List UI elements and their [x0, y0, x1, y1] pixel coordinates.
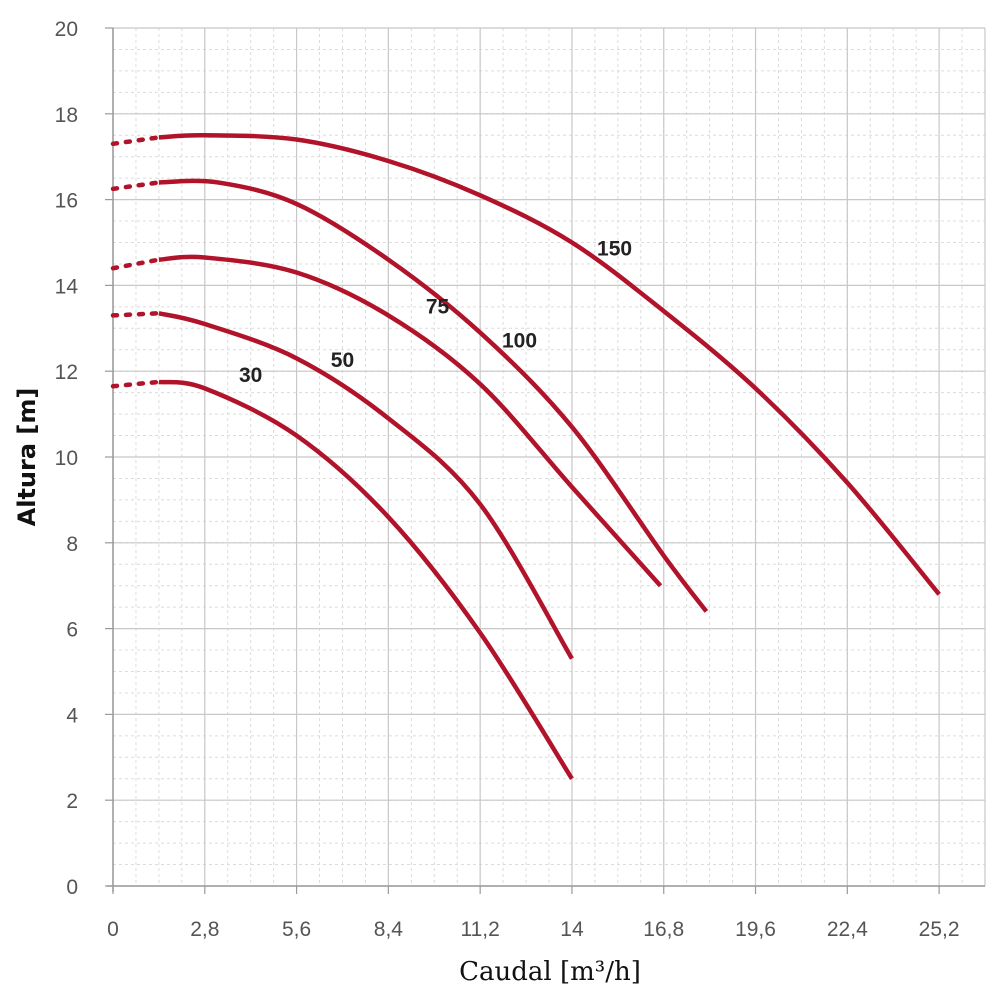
series-labels: 30 50 75 100 150 [239, 237, 632, 387]
y-tick-label: 8 [66, 533, 78, 556]
y-tick-label: 10 [55, 447, 78, 470]
axes [105, 27, 985, 894]
x-tick-label: 5,6 [282, 918, 311, 941]
x-axis-title: Caudal [m³/h] [459, 957, 641, 987]
x-tick-label: 19,6 [735, 918, 776, 941]
y-axis-title: Altura [m] [13, 388, 41, 527]
x-tick-label: 8,4 [374, 918, 404, 941]
x-tick-labels: 0 2,8 5,6 8,4 11,2 14 16,8 19,6 22,4 25,2 [107, 918, 959, 941]
y-tick-label: 12 [55, 361, 78, 384]
y-tick-label: 2 [66, 790, 78, 813]
series-label-30: 30 [239, 364, 262, 387]
x-tick-label: 25,2 [919, 918, 960, 941]
x-tick-label: 11,2 [460, 918, 499, 941]
series-50-line [158, 311, 574, 660]
y-tick-label: 18 [55, 104, 78, 127]
series-100-line [158, 178, 709, 613]
x-tick-label: 16,8 [643, 918, 684, 941]
series-150-dotted-start [110, 135, 162, 147]
series-50-dotted-start [110, 311, 162, 318]
y-tick-labels: 0 2 4 6 8 10 12 14 16 18 20 [55, 18, 79, 899]
series-100-dotted-start [110, 180, 162, 192]
x-tick-label: 22,4 [827, 918, 868, 941]
x-tick-label: 14 [560, 918, 584, 941]
series-150-line [158, 132, 941, 596]
series-lines [110, 132, 941, 780]
y-tick-label: 6 [66, 619, 78, 642]
series-30-line [158, 379, 574, 780]
y-tick-label: 16 [55, 190, 78, 213]
y-tick-label: 4 [66, 704, 78, 727]
y-tick-label: 14 [55, 275, 79, 298]
series-75-line [158, 254, 663, 588]
x-tick-label: 2,8 [190, 918, 219, 941]
series-30-dotted-start [110, 379, 162, 389]
y-tick-label: 20 [55, 18, 78, 41]
series-label-150: 150 [597, 237, 632, 260]
y-tick-label: 0 [66, 876, 78, 899]
series-label-100: 100 [502, 330, 537, 353]
x-tick-label: 0 [107, 918, 119, 941]
series-label-50: 50 [331, 349, 354, 372]
series-75-dotted-start [110, 257, 162, 271]
series-label-75: 75 [426, 295, 450, 318]
